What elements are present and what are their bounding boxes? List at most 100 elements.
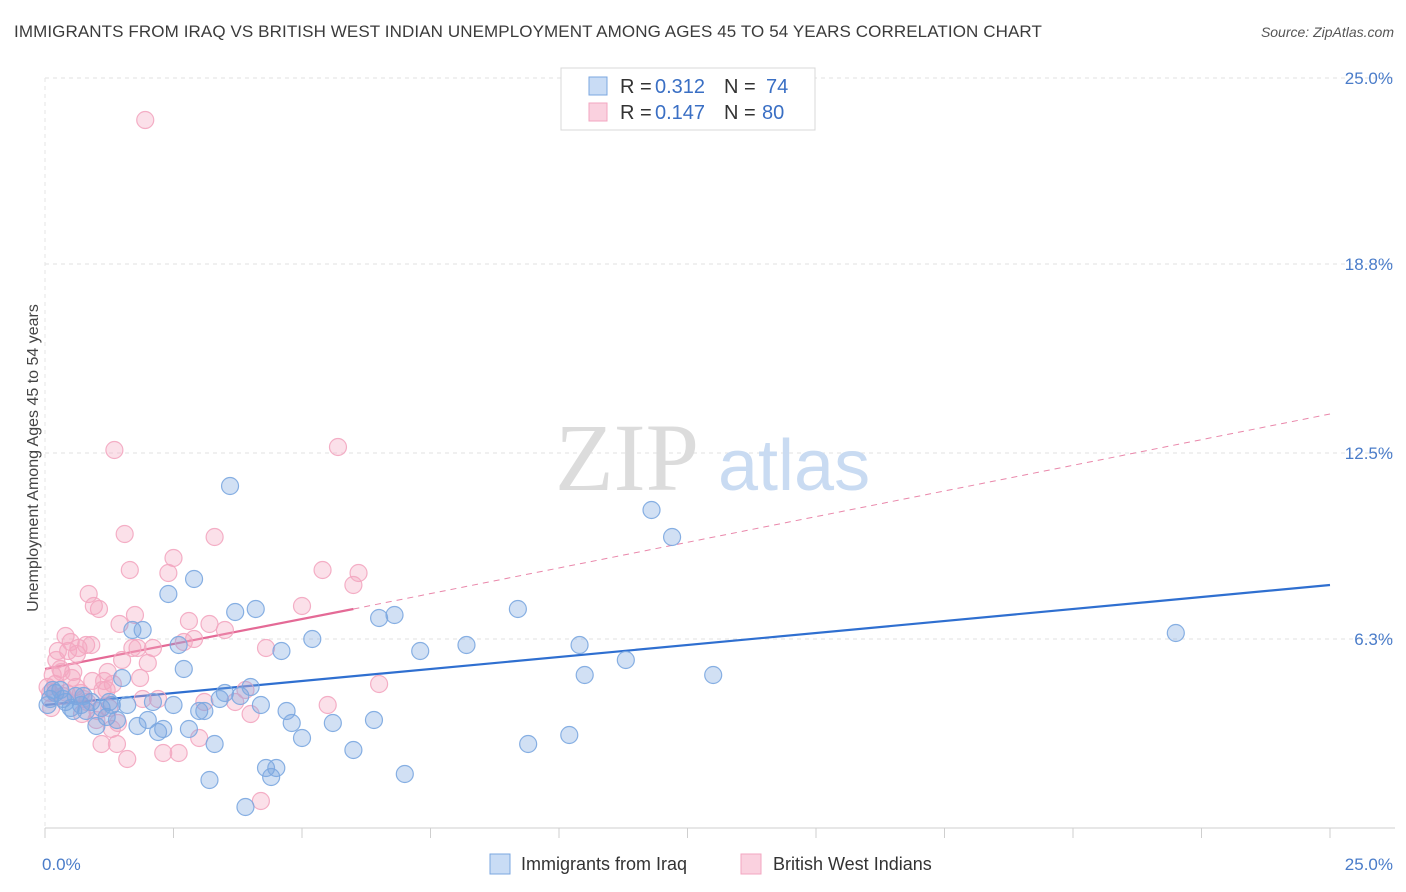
bwi-point-50	[200, 614, 219, 634]
iraq-point-34	[215, 683, 234, 703]
bwi-point-34	[128, 638, 147, 658]
legend-r-label-pink: R =	[620, 102, 652, 124]
iraq-point-13	[107, 710, 127, 730]
bwi-point-25	[105, 440, 124, 460]
iraq-point-47	[282, 713, 301, 733]
x-ticks	[44, 828, 1331, 838]
iraq-point-50	[323, 713, 342, 733]
iraq-point-64	[642, 500, 661, 520]
bwi-point-35	[130, 668, 150, 688]
stats-legend: R = 0.312 N = 74 R = 0.147 N = 80	[560, 67, 816, 131]
iraq-point-26	[174, 659, 193, 679]
iraq-point-33	[210, 689, 229, 709]
bwi-point-30	[118, 749, 137, 769]
x-tick-label-max: 25.0%	[1345, 855, 1393, 874]
bwi-point-61	[328, 437, 348, 457]
bwi-point-41	[154, 743, 173, 763]
iraq-point-46	[277, 701, 296, 721]
bwi-point-78	[103, 674, 122, 694]
iraq-point-51	[344, 740, 363, 760]
legend-swatch-blue	[588, 76, 608, 96]
x-tick-label-min: 0.0%	[42, 855, 81, 874]
bwi-point-57	[256, 638, 276, 658]
iraq-point-41	[251, 695, 270, 715]
bwi-point-40	[148, 689, 168, 709]
iraq-point-30	[195, 701, 214, 721]
iraq-point-66	[704, 665, 723, 685]
iraq-point-71	[64, 701, 83, 721]
iraq-point-73	[100, 692, 119, 712]
iraq-point-67	[1166, 623, 1185, 643]
iraq-point-15	[118, 695, 137, 715]
legend-n-pink: 80	[762, 102, 784, 124]
iraq-point-56	[411, 641, 430, 661]
iraq-point-24	[164, 695, 183, 715]
iraq-point-49	[303, 629, 322, 649]
bwi-point-15	[79, 584, 98, 604]
bwi-point-60	[318, 695, 337, 715]
y-axis-label: Unemployment Among Ages 45 to 54 years	[25, 304, 42, 612]
trend-line-bwi-extension	[353, 413, 1331, 610]
y-tick-label-2: 18.8%	[1345, 255, 1393, 274]
bwi-point-67	[47, 650, 66, 670]
bwi-point-70	[62, 668, 81, 688]
bwi-point-36	[133, 689, 152, 709]
bwi-point-71	[67, 644, 86, 664]
legend-r-pink: 0.147	[655, 102, 705, 124]
iraq-point-59	[519, 734, 538, 754]
chart-title: IMMIGRANTS FROM IRAQ VS BRITISH WEST IND…	[14, 22, 1042, 41]
bwi-point-47	[184, 629, 204, 649]
iraq-point-27	[179, 719, 199, 739]
bwi-point-68	[52, 662, 71, 682]
iraq-point-43	[262, 767, 281, 787]
iraq-point-72	[74, 686, 93, 706]
bwi-point-31	[120, 560, 139, 580]
iraq-point-69	[43, 680, 62, 700]
iraq-point-39	[241, 677, 260, 697]
iraq-point-14	[112, 668, 132, 688]
y-tick-label-0: 6.3%	[1354, 630, 1393, 649]
series-legend: Immigrants from Iraq British West Indian…	[489, 853, 932, 875]
iraq-point-16	[123, 620, 142, 640]
legend-n-label-pink: N =	[724, 102, 756, 124]
iraq-point-35	[220, 476, 240, 496]
iraq-point-31	[200, 770, 219, 790]
bwi-point-64	[370, 674, 389, 694]
iraq-point-40	[246, 599, 265, 619]
bwi-point-45	[174, 632, 193, 652]
iraq-point-48	[292, 728, 312, 748]
legend-r-label-blue: R =	[620, 76, 652, 98]
bwi-point-46	[179, 611, 199, 631]
bwi-point-19	[89, 599, 109, 619]
iraq-point-32	[205, 734, 224, 754]
iraq-point-57	[457, 635, 476, 655]
iraq-point-25	[169, 635, 188, 655]
legend-r-blue: 0.312	[655, 76, 705, 98]
iraq-point-17	[128, 716, 147, 736]
iraq-point-19	[138, 710, 157, 730]
iraq-point-36	[226, 602, 245, 622]
bwi-point-43	[164, 548, 183, 568]
iraq-point-22	[154, 719, 173, 739]
bwi-point-44	[169, 743, 188, 763]
iraq-point-70	[53, 689, 73, 709]
iraq-point-52	[364, 710, 384, 730]
y-tick-label-1: 12.5%	[1345, 444, 1393, 463]
bwi-point-74	[83, 671, 102, 691]
bwi-point-26	[107, 734, 127, 754]
bwi-point-63	[349, 563, 368, 583]
trend-line-bwi	[44, 607, 354, 671]
iraq-point-11	[97, 707, 116, 727]
bwi-point-16	[82, 635, 101, 655]
bwi-point-39	[143, 638, 163, 658]
bwi-point-20	[92, 734, 111, 754]
chart-source: Source: ZipAtlas.com	[1260, 24, 1394, 40]
legend-n-blue: 74	[766, 76, 788, 98]
iraq-point-54	[385, 605, 404, 625]
iraq-point-60	[560, 725, 579, 745]
bwi-point-56	[251, 791, 270, 811]
iraq-point-38	[236, 797, 255, 817]
bwi-point-28	[112, 650, 132, 670]
iraq-point-23	[159, 584, 178, 604]
iraq-point-28	[184, 569, 204, 589]
